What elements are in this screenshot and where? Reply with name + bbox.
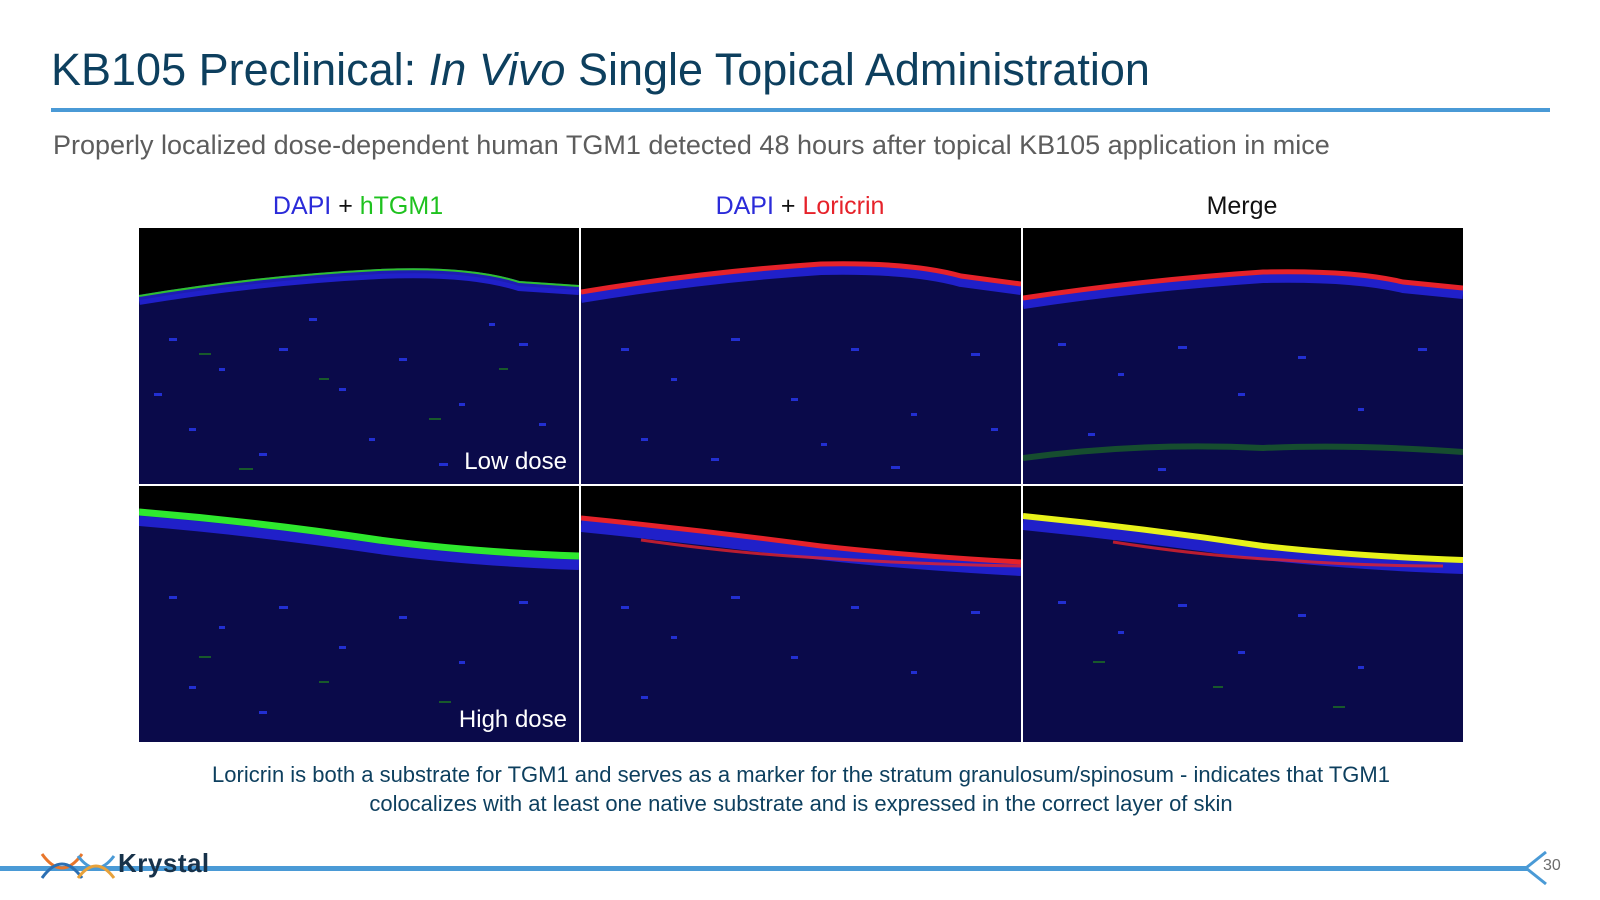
micrograph-high-merge (1023, 486, 1463, 742)
logo-wordmark: Krystal (118, 848, 210, 878)
dose-label-high: High dose (458, 706, 567, 733)
microscopy-image-grid: Low dose (139, 228, 1463, 746)
title-italic: In Vivo (428, 44, 566, 95)
title-divider (51, 108, 1550, 112)
panel-high-loricrin (581, 486, 1021, 742)
page-number: 30 (1543, 857, 1561, 874)
col1-plus: + (331, 192, 360, 220)
panel-low-merge (1023, 228, 1463, 484)
col2-part2: Loricrin (802, 192, 885, 220)
krystal-logo: Krystal (38, 846, 228, 886)
micrograph-high-loricrin (581, 486, 1021, 742)
title-suffix: Single Topical Administration (565, 44, 1150, 95)
column-header-merge: Merge (1023, 192, 1461, 221)
column-header-loricrin: DAPI + Loricrin (581, 192, 1019, 221)
col2-part1: DAPI (715, 192, 774, 220)
panel-high-merge (1023, 486, 1463, 742)
panel-low-loricrin (581, 228, 1021, 484)
micrograph-low-merge (1023, 228, 1463, 484)
title-prefix: KB105 Preclinical: (51, 44, 429, 95)
micrograph-high-htgm1 (139, 486, 579, 742)
caption-line-1: Loricrin is both a substrate for TGM1 an… (212, 762, 1390, 787)
panel-high-htgm1: High dose (139, 486, 579, 742)
col1-part1: DAPI (272, 192, 332, 220)
krystal-helix-icon (40, 853, 116, 879)
micrograph-low-htgm1 (139, 228, 579, 484)
figure-caption: Loricrin is both a substrate for TGM1 an… (139, 760, 1463, 818)
footer-divider (0, 866, 1528, 871)
footer-chevron-icon (1523, 850, 1547, 886)
column-header-htgm1: DAPI + hTGM1 (139, 192, 577, 221)
slide-title: KB105 Preclinical: In Vivo Single Topica… (51, 44, 1150, 96)
col1-part2: hTGM1 (359, 192, 444, 220)
micrograph-low-loricrin (581, 228, 1021, 484)
caption-line-2: colocalizes with at least one native sub… (369, 791, 1233, 816)
slide-subtitle: Properly localized dose-dependent human … (53, 130, 1330, 160)
col2-plus: + (773, 192, 803, 220)
dose-label-low: Low dose (464, 448, 567, 475)
col3-part1: Merge (1206, 192, 1278, 220)
panel-low-htgm1: Low dose (139, 228, 579, 484)
